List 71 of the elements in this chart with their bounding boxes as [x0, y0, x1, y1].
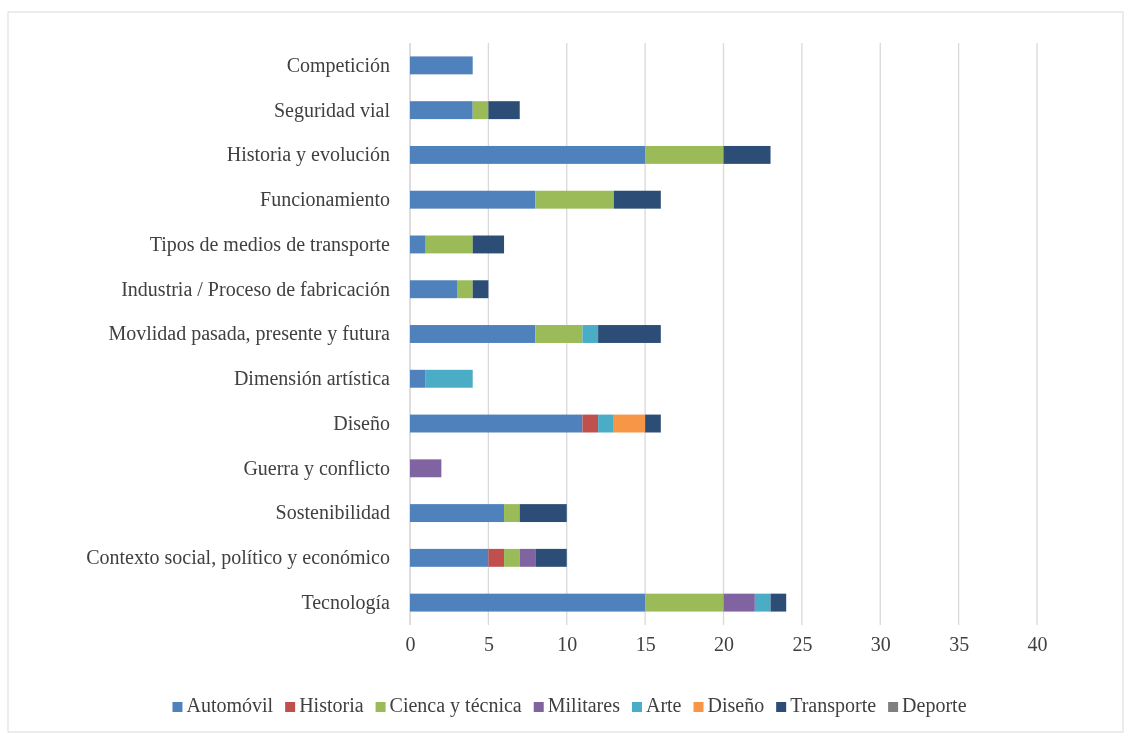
bar: [645, 145, 724, 164]
bar: [535, 190, 614, 209]
y-tick-label: Historia y evolución: [226, 143, 390, 167]
legend-label: Diseño: [707, 694, 765, 716]
bar: [425, 235, 473, 254]
y-tick-label: Tecnología: [301, 591, 391, 615]
bar: [598, 325, 661, 343]
y-tick-label: Contexto social, político y económico: [86, 546, 390, 570]
bar: [504, 548, 520, 567]
bar: [488, 101, 520, 120]
bar: [410, 459, 442, 478]
bar: [410, 325, 536, 343]
y-tick-label: Sostenibilidad: [275, 501, 390, 524]
x-tick-label: 20: [714, 633, 734, 656]
bar: [535, 325, 583, 343]
bar: [504, 504, 520, 523]
x-tick-label: 35: [949, 633, 970, 656]
bar: [410, 504, 505, 523]
bar: [582, 325, 599, 343]
bar: [410, 548, 489, 567]
y-tick-label: Diseño: [333, 411, 390, 434]
x-tick-label: 25: [792, 633, 813, 656]
bar: [410, 593, 646, 612]
bar: [723, 593, 755, 612]
bar: [410, 280, 458, 299]
bar: [457, 280, 473, 299]
legend-label: Arte: [645, 694, 682, 716]
x-tick-label: 0: [405, 633, 416, 656]
bar: [410, 145, 646, 164]
bar: [410, 414, 583, 433]
bar: [645, 593, 724, 612]
bar: [410, 56, 473, 75]
x-tick-label: 10: [557, 633, 578, 656]
y-tick-label: Movlidad pasada, presente y futura: [108, 322, 391, 346]
bar: [410, 369, 426, 388]
y-tick-label: Dimensión artística: [233, 367, 391, 390]
bar: [519, 548, 536, 567]
legend-label: Historia: [299, 694, 364, 716]
bar: [770, 593, 787, 612]
bar: [535, 548, 567, 567]
y-tick-label: Guerra y conflicto: [243, 456, 390, 480]
bar: [613, 190, 661, 209]
y-tick-label: Industria / Proceso de fabricación: [121, 277, 390, 300]
bar: [645, 414, 661, 433]
bar: [472, 280, 489, 299]
bar: [425, 369, 473, 388]
legend-label: Militares: [547, 694, 621, 716]
legend-label: Cienca y técnica: [389, 694, 522, 717]
bar: [410, 190, 536, 209]
bar: [723, 145, 771, 164]
bar: [613, 414, 646, 433]
bar: [582, 414, 599, 433]
bar: [488, 548, 505, 567]
y-tick-label: Funcionamiento: [260, 188, 390, 211]
bar: [519, 504, 567, 523]
y-tick-label: Seguridad vial: [273, 98, 391, 122]
x-tick-label: 5: [483, 633, 494, 656]
x-tick-label: 40: [1027, 633, 1048, 656]
legend-label: Automóvil: [186, 694, 274, 716]
x-tick-label: 15: [635, 633, 656, 656]
legend-label: Deporte: [902, 694, 967, 717]
x-tick-label: 30: [870, 633, 891, 656]
bar: [410, 235, 426, 254]
bar: [472, 235, 505, 254]
bar: [754, 593, 771, 612]
bar: [410, 101, 473, 120]
y-tick-label: Competición: [286, 53, 390, 77]
legend-label: Transporte: [790, 694, 877, 717]
bar: [472, 101, 489, 120]
y-tick-label: Tipos de medios de transporte: [149, 232, 391, 256]
bar: [598, 414, 614, 433]
